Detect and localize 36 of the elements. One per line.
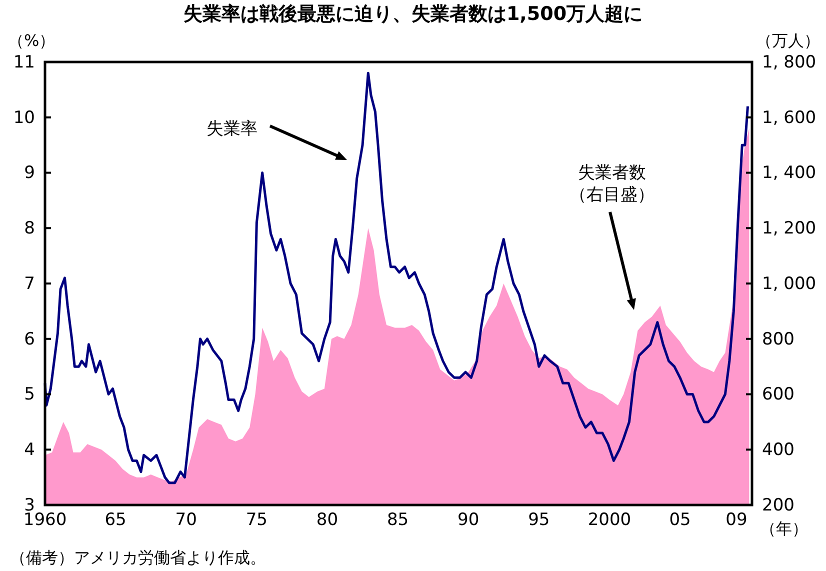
y-tick-label: 6 (24, 329, 35, 350)
y2-tick-label: 1, 600 (762, 108, 816, 128)
y-tick-label: 5 (24, 384, 35, 405)
chart-title: 失業率は戦後最悪に迫り、失業者数は1,500万人超に (183, 3, 643, 25)
line-series (44, 72, 750, 484)
x-tick-label: 95 (528, 510, 550, 530)
y-tick-label: 11 (13, 52, 35, 72)
y-tick-label: 9 (24, 163, 35, 184)
y-tick-label: 8 (24, 218, 35, 239)
text: （備考）アメリカ労働省より作成。 (10, 548, 266, 567)
x-tick-label: 09 (726, 510, 748, 530)
y2-tick-label: 1, 400 (762, 163, 816, 184)
x-tick-label: 80 (316, 510, 338, 530)
x-tick-label: 05 (669, 510, 691, 530)
y-tick-label: 10 (13, 108, 35, 128)
y2-tick-label: 400 (762, 440, 794, 460)
y-tick-label: 7 (24, 274, 35, 294)
x-tick-label: 70 (175, 510, 197, 530)
x-tick-label: 65 (104, 510, 126, 530)
y2-tick-label: 1, 800 (762, 52, 816, 72)
x-tick-label: 75 (246, 510, 268, 530)
annotation: （右目盛） (570, 185, 654, 205)
y2-tick-label: 1, 200 (762, 218, 816, 239)
y2-tick-label: 1, 000 (762, 274, 816, 294)
annotation: 失業率 (206, 119, 258, 139)
y2-tick-label: 600 (762, 384, 794, 405)
y-axis-title: （%） (8, 31, 56, 50)
y2-tick-label: 200 (762, 495, 794, 516)
y2-tick-label: 800 (762, 329, 794, 350)
y2-axis-title: （万人） (756, 31, 820, 50)
y-tick-label: 4 (24, 440, 35, 460)
x-axis-title: （年） (760, 519, 808, 538)
x-tick-label: 85 (386, 510, 409, 530)
annotation: 失業者数 (578, 163, 646, 183)
x-tick-label: 90 (458, 510, 480, 530)
x-tick-label: 2000 (588, 510, 632, 530)
